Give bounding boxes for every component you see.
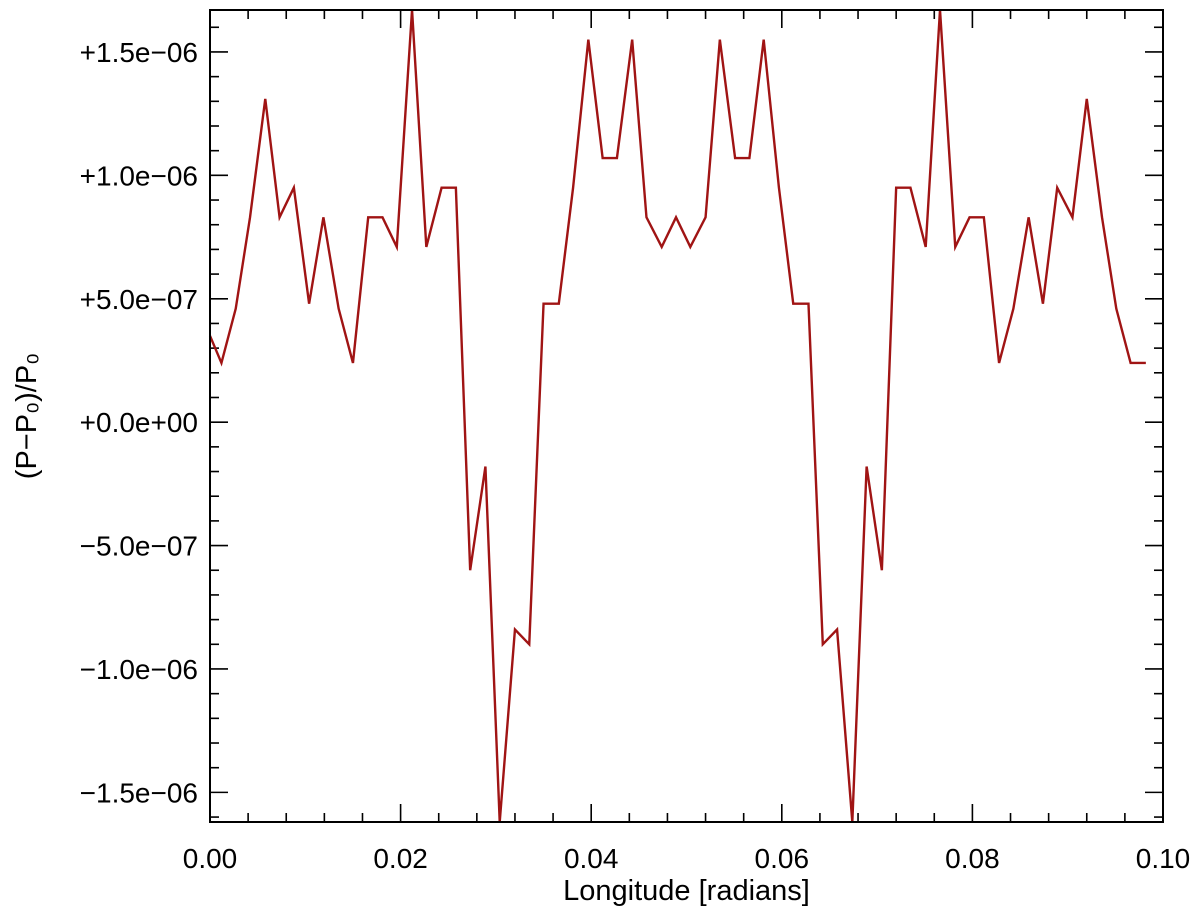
series-line — [208, 9, 1146, 823]
y-tick-label: +5.0e−07 — [80, 284, 198, 315]
y-tick-label: +0.0e+00 — [80, 407, 198, 438]
plot-frame — [209, 9, 1164, 823]
x-tick-label: 0.00 — [183, 843, 238, 874]
y-tick-label: +1.5e−06 — [80, 37, 198, 68]
y-tick-labels: −1.5e−06 −1.0e−06 −5.0e−07 +0.0e+00 +5.0e−07… — [80, 37, 198, 808]
x-axis-label: Longitude [radians] — [563, 875, 810, 907]
axis-ticks — [209, 10, 1164, 822]
x-tick-label: 0.10 — [1136, 843, 1191, 874]
x-tick-label: 0.02 — [373, 843, 428, 874]
y-axis-label: (P−P₀)/P₀ — [11, 353, 43, 479]
x-tick-label: 0.06 — [755, 843, 810, 874]
x-tick-label: 0.08 — [945, 843, 1000, 874]
y-tick-label: −1.0e−06 — [80, 654, 198, 685]
y-tick-label: +1.0e−06 — [80, 160, 198, 191]
y-tick-label: −1.5e−06 — [80, 777, 198, 808]
x-tick-labels: 0.00 0.02 0.04 0.06 0.08 0.10 — [183, 843, 1191, 874]
x-tick-label: 0.04 — [564, 843, 619, 874]
y-tick-label: −5.0e−07 — [80, 531, 198, 562]
